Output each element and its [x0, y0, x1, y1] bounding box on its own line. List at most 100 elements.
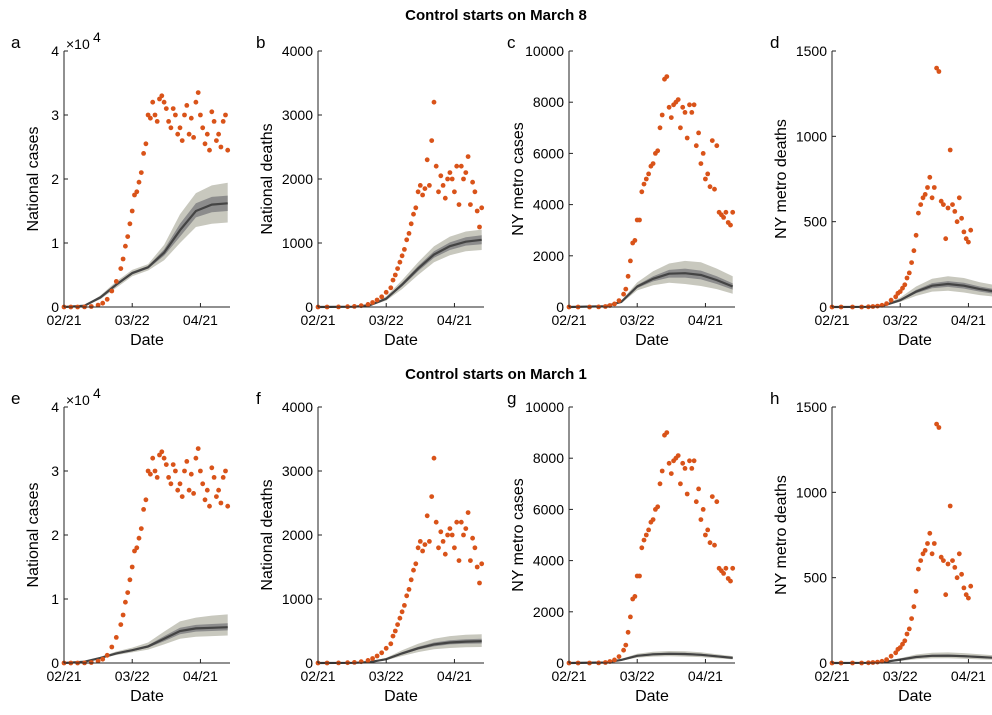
observed-point — [616, 298, 622, 303]
y-tick-label: 0 — [556, 655, 564, 671]
model-band-outer — [318, 634, 482, 663]
observed-point — [700, 151, 706, 156]
observed-point — [204, 131, 210, 137]
y-exponent-label: ×10 — [66, 392, 90, 408]
observed-point — [200, 125, 206, 131]
observed-point — [104, 652, 110, 658]
observed-point — [612, 301, 617, 307]
observed-point — [191, 135, 197, 140]
observed-point — [696, 486, 701, 492]
observed-point — [397, 259, 403, 265]
observed-point — [154, 475, 160, 480]
observed-point — [950, 558, 955, 563]
observed-point — [463, 170, 469, 176]
observed-point — [637, 573, 642, 579]
observed-point — [675, 453, 681, 458]
observed-point — [666, 104, 672, 110]
observed-point — [916, 566, 921, 572]
observed-point — [657, 481, 663, 487]
observed-point — [950, 202, 955, 208]
y-axis-label: National cases — [25, 127, 42, 232]
observed-point — [141, 151, 147, 156]
observed-point — [941, 202, 946, 208]
observed-point — [963, 592, 969, 598]
observed-point — [621, 291, 626, 297]
observed-point — [911, 604, 917, 610]
observed-point — [909, 616, 914, 621]
observed-point — [352, 304, 357, 309]
x-axis-label: Date — [130, 332, 164, 349]
y-tick-label: 1500 — [796, 43, 827, 59]
observed-point — [184, 103, 190, 108]
observed-point — [637, 217, 642, 223]
observed-point — [920, 195, 926, 201]
observed-point — [934, 65, 939, 71]
observed-point — [941, 558, 946, 563]
observed-point — [209, 109, 215, 115]
observed-point — [925, 185, 930, 190]
observed-point — [168, 125, 174, 131]
panel-letter: c — [507, 33, 516, 52]
panel-letter: d — [770, 33, 779, 52]
observed-point — [152, 112, 158, 118]
y-axis-label: National deaths — [259, 123, 276, 234]
observed-point — [703, 532, 708, 538]
observed-point — [214, 494, 219, 499]
panel-h: 0 500 1000 1500 02/21 03/22 04/21 Date NY metro … — [770, 389, 992, 705]
model-median-line — [568, 652, 733, 665]
observed-point — [118, 266, 124, 271]
observed-point — [429, 494, 435, 499]
observed-point — [693, 499, 699, 505]
observed-point — [123, 599, 128, 605]
observed-point — [709, 494, 715, 499]
observed-point — [113, 279, 119, 284]
observed-point — [728, 222, 733, 228]
y-tick-label: 2000 — [282, 171, 313, 187]
observed-point — [707, 184, 713, 190]
model-band-inner — [318, 638, 482, 663]
observed-point — [198, 112, 203, 118]
x-tick-label: 04/21 — [437, 312, 472, 328]
observed-point — [650, 161, 656, 167]
observed-point — [927, 174, 933, 180]
model-band-inner — [64, 623, 228, 663]
observed-point — [879, 658, 885, 664]
observed-point — [202, 497, 208, 503]
observed-point — [632, 238, 638, 243]
observed-point — [216, 131, 222, 137]
y-tick-label: 2000 — [533, 604, 564, 620]
observed-point — [723, 209, 729, 215]
observed-point — [929, 195, 935, 201]
observed-point — [959, 215, 964, 221]
observed-point — [166, 119, 172, 124]
observed-point — [714, 143, 720, 149]
observed-point — [916, 210, 921, 216]
observed-point — [893, 294, 899, 300]
observed-point — [625, 273, 631, 279]
observed-point — [943, 236, 949, 242]
observed-point — [220, 119, 226, 124]
observed-point — [109, 288, 115, 294]
row-title-bottom: Control starts on March 1 — [405, 366, 587, 383]
observed-point — [712, 542, 717, 548]
observed-point — [668, 115, 674, 120]
x-axis-label: Date — [635, 688, 669, 705]
x-tick-label: 03/22 — [115, 312, 150, 328]
observed-point — [436, 545, 441, 551]
observed-point — [666, 460, 672, 466]
y-tick-label: 8000 — [533, 94, 564, 110]
observed-point — [390, 277, 396, 283]
observed-point — [404, 237, 410, 243]
x-tick-label: 04/21 — [688, 312, 723, 328]
observed-point — [392, 272, 398, 278]
observed-point — [422, 186, 428, 192]
observed-point — [678, 481, 683, 487]
observed-point — [411, 567, 416, 573]
observed-point — [420, 192, 425, 198]
x-tick-label: 03/22 — [620, 312, 655, 328]
observed-point — [148, 115, 153, 121]
observed-point — [966, 239, 971, 245]
observed-point — [474, 208, 480, 214]
observed-point — [934, 421, 939, 427]
observed-point — [161, 455, 167, 461]
